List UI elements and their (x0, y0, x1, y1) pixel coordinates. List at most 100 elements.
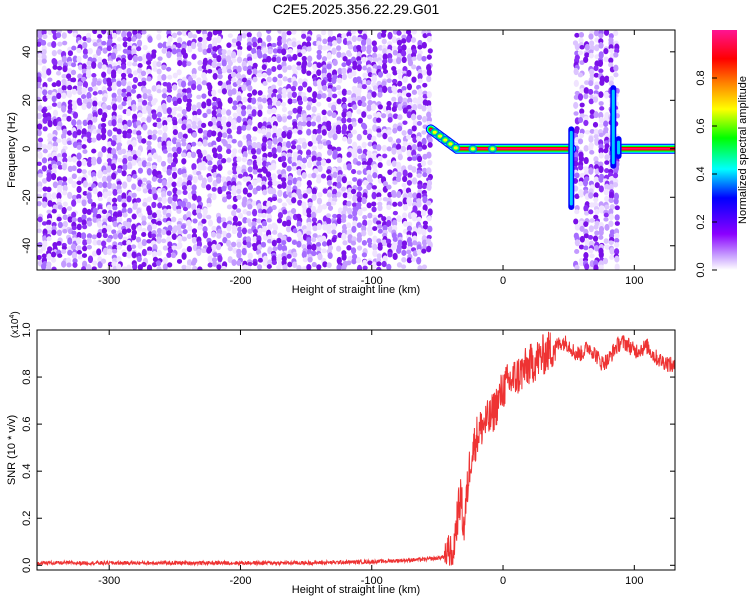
noise-cell (207, 176, 213, 183)
noise-cell (202, 112, 208, 118)
noise-cell (317, 84, 323, 91)
noise-cell (212, 72, 218, 80)
noise-cell (598, 175, 604, 183)
noise-cell (401, 50, 407, 57)
noise-cell (241, 227, 248, 235)
noise-cell (145, 60, 152, 66)
noise-cell (593, 156, 599, 163)
noise-cell (416, 121, 423, 126)
noise-cell (137, 105, 143, 112)
noise-cell (316, 62, 322, 69)
noise-cell (236, 251, 242, 259)
noise-cell (286, 115, 293, 120)
noise-cell (241, 156, 247, 163)
noise-cell (126, 128, 133, 135)
noise-cell (271, 162, 277, 171)
noise-cell (608, 75, 615, 82)
noise-cell (276, 255, 282, 262)
noise-cell (71, 230, 77, 236)
noise-cell (327, 149, 333, 156)
snr-x-tick-label: -200 (229, 575, 251, 587)
noise-cell (257, 244, 263, 251)
noise-cell (172, 204, 178, 211)
noise-cell (584, 210, 590, 216)
noise-cell (356, 64, 362, 72)
noise-cell (306, 180, 312, 187)
noise-cell (356, 245, 363, 251)
noise-cell (588, 192, 594, 199)
noise-cell (306, 46, 312, 52)
noise-cell (407, 221, 413, 228)
noise-cell (117, 195, 123, 203)
noise-cell (266, 93, 273, 99)
noise-cell (115, 30, 122, 35)
noise-cell (246, 104, 252, 111)
noise-cell (598, 165, 604, 174)
noise-cell (127, 207, 133, 214)
noise-cell (81, 128, 87, 136)
noise-cell (82, 239, 88, 246)
noise-cell (222, 237, 228, 244)
noise-cell (146, 239, 152, 244)
noise-cell (376, 261, 382, 267)
noise-cell (181, 60, 188, 68)
noise-cell (603, 30, 610, 36)
noise-cell (207, 193, 213, 199)
noise-cell (151, 250, 158, 259)
noise-cell (81, 86, 87, 95)
noise-cell (317, 140, 323, 145)
noise-cell (141, 160, 148, 168)
noise-cell (227, 256, 233, 264)
noise-cell (327, 252, 333, 260)
noise-cell (37, 81, 42, 87)
noise-cell (412, 120, 418, 127)
noise-cell (604, 223, 610, 231)
noise-cell (241, 200, 247, 208)
noise-cell (225, 176, 232, 183)
noise-cell (206, 197, 212, 205)
noise-cell (112, 248, 118, 254)
noise-cell (302, 96, 308, 102)
noise-cell (583, 116, 589, 121)
noise-cell (326, 52, 332, 60)
noise-cell (116, 256, 122, 263)
noise-cell (588, 209, 594, 215)
noise-cell (211, 41, 218, 48)
noise-cell (326, 201, 332, 207)
tone-knot-core (443, 138, 448, 142)
noise-cell (131, 183, 137, 190)
noise-cell (111, 148, 117, 156)
noise-cell (221, 176, 227, 183)
noise-cell (277, 79, 283, 87)
noise-cell (156, 155, 162, 163)
noise-cell (141, 177, 148, 183)
colorbar-tick-label: 0.8 (695, 70, 707, 85)
noise-cell (573, 218, 579, 225)
noise-cell (231, 138, 237, 144)
noise-cell (382, 48, 388, 55)
noise-cell (166, 66, 172, 72)
noise-cell (416, 192, 422, 200)
noise-cell (142, 87, 148, 95)
noise-cell (42, 177, 48, 184)
noise-cell (111, 103, 118, 111)
noise-cell (136, 33, 142, 39)
noise-cell (156, 33, 162, 41)
noise-cell (221, 196, 228, 203)
noise-cell (341, 176, 347, 184)
noise-cell (247, 84, 253, 92)
noise-cell (201, 218, 207, 224)
noise-cell (316, 177, 322, 184)
noise-cell (380, 32, 387, 38)
spectrogram-noise (37, 30, 620, 270)
noise-cell (177, 168, 183, 175)
noise-cell (231, 77, 237, 83)
noise-cell (246, 45, 252, 51)
noise-cell (292, 261, 298, 268)
noise-cell (67, 30, 73, 34)
noise-cell (598, 185, 604, 193)
snr-panel: -300 -200 -100 0 100 0.00.20.40.60.81.0 Heig… (6, 311, 676, 596)
noise-cell (297, 107, 303, 115)
noise-cell (603, 212, 609, 218)
noise-cell (372, 226, 378, 232)
